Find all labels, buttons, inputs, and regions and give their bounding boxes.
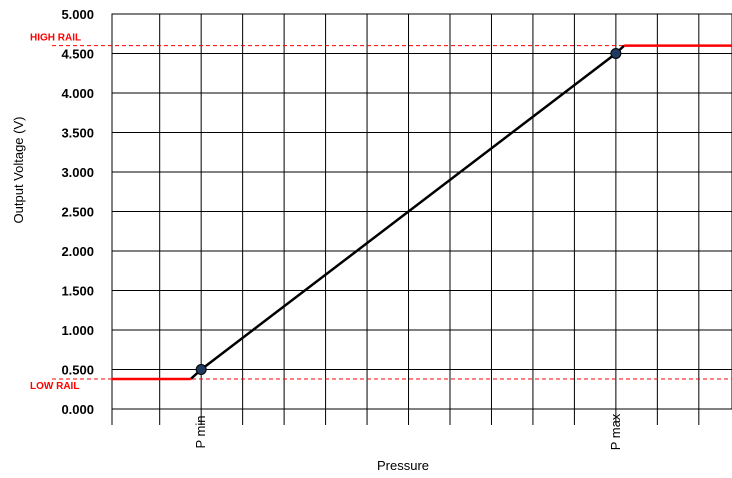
y-tick-label: 1.500 (61, 284, 94, 299)
y-tick-label: 2.500 (61, 205, 94, 220)
x-tick-labels: P min P max (193, 413, 623, 450)
y-tick-label: 4.000 (61, 86, 94, 101)
y-tick-label: 3.000 (61, 165, 94, 180)
low-rail-label: LOW RAIL (30, 381, 79, 392)
y-tick-label: 3.500 (61, 126, 94, 141)
y-tick-label: 5.000 (61, 7, 94, 22)
y-tick-label: 4.500 (61, 47, 94, 62)
x-tick-label: P max (608, 413, 623, 450)
x-tick-label: P min (193, 416, 208, 449)
y-tick-label: 1.000 (61, 323, 94, 338)
y-tick-label: 2.000 (61, 244, 94, 259)
x-axis-label: Pressure (377, 458, 429, 473)
y-axis-label: Output Voltage (V) (11, 117, 26, 224)
y-tick-label: 0.000 (61, 402, 94, 417)
pmax-point (610, 48, 622, 59)
rail-lines (52, 45, 732, 380)
rail-labels: HIGH RAIL LOW RAIL (30, 33, 81, 392)
y-tick-labels: 0.000 0.500 1.000 1.500 2.000 2.500 3.000 3.500… (61, 7, 94, 417)
y-tick-label: 0.500 (61, 363, 94, 378)
grid (111, 13, 732, 425)
transfer-line (189, 44, 626, 380)
series-lines (112, 44, 732, 381)
high-rail-label: HIGH RAIL (30, 33, 81, 44)
pmin-point (195, 364, 207, 375)
point-markers (195, 48, 622, 375)
